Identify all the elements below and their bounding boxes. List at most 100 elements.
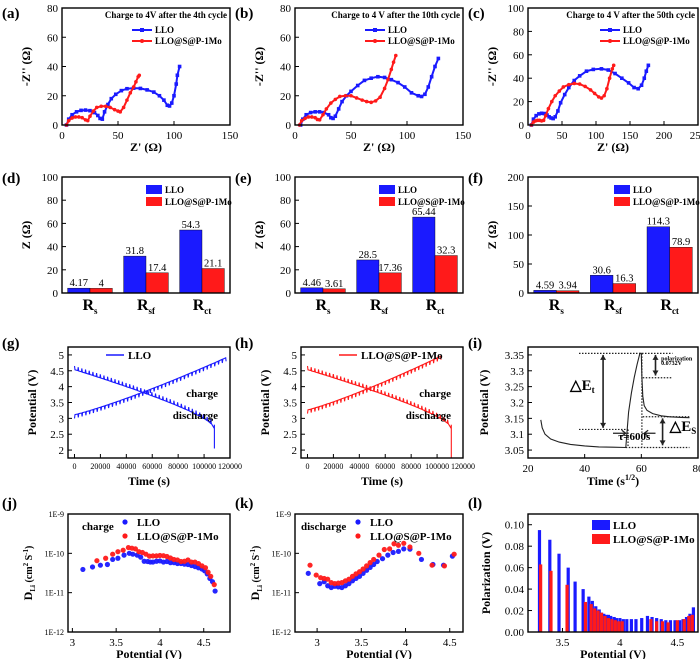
bar-mo [378,272,402,294]
data-point [329,115,333,120]
data-point [169,101,174,105]
data-point-mo [132,546,139,552]
y-axis-label: DLi (cm2 S-1) [248,546,264,601]
panel-d: (d) 0 20 40 60 80 100 Z (Ω) 4.17 4 Rs 31.8 17.4 Rsf 54… [0,165,233,330]
panel-label: (l) [468,496,482,512]
y-tick-label: 80 [280,195,292,207]
data-point [416,93,420,98]
bar-llo [587,596,591,632]
y-axis-label: Z (Ω) [485,221,499,250]
category-main: R [137,297,149,314]
data-point-mo [381,546,387,553]
y-tick-label: 2 [59,445,65,457]
bar-value-label: 28.5 [359,250,377,261]
data-point-mo [367,560,373,566]
y-tick-label: 20 [513,97,525,109]
category-main: R [549,297,561,314]
legend-label: LLO [633,185,652,195]
bar-llo [645,615,650,632]
y-tick-label: 0.02 [505,606,524,618]
data-point [119,88,124,93]
data-point [70,112,74,117]
data-point-mo [451,551,457,557]
data-point [636,86,640,91]
data-point-llo [418,556,425,563]
data-point [333,114,338,119]
data-point-llo [379,556,386,562]
data-point-llo [385,552,391,558]
plot-area: 2 2.5 3 3.5 4 4.5 5 0 20000 40000 60000 80000 100000… [258,350,475,488]
x-tick-label: 80000 [168,462,188,471]
x-tick-label: 4 [403,637,409,649]
category-sub: s [327,306,331,316]
x-tick-label: 50 [113,130,125,142]
data-point [429,74,434,79]
panel-g: (g) 2 2.5 3 3.5 4 4.5 5 0 20000 40000 60000 80000 100… [0,330,242,490]
y-tick-label: 1E-9 [275,510,291,519]
data-point [109,96,114,101]
panel-a: (a) 0 20 40 60 80 0 50 100 150 Z' (Ω) -Z'' (Ω) Charg… [0,0,239,160]
category-sub: ct [204,306,211,316]
data-point [343,93,348,98]
y-tick-label: 50 [513,259,525,271]
gitt-curve [540,352,690,449]
legend-label: LLO [623,25,642,35]
bar-llo [678,620,682,632]
category-label: Rct [660,297,679,316]
bar-mo [666,622,670,632]
x-tick-label: 40000 [116,462,136,471]
plot-area: 0 20 40 60 80 100 0 50 100 150 200 250 Z' (Ω) -Z'' (Ω… [485,3,700,154]
category-label: Rsf [137,297,156,316]
y-tick-label: 4.5 [50,366,64,378]
y-tick-label: 4.5 [283,366,297,378]
bar-mo [603,615,607,632]
data-point [100,117,105,121]
chart-k: (k) 1E-12 1E-11 1E-10 1E-9 3 3.5 4 4.5 Potential … [235,496,464,659]
panel-k: (k) 1E-12 1E-11 1E-10 1E-9 3 3.5 4 4.5 Potential … [233,490,466,659]
arrow-head [600,422,607,428]
data-point [349,89,353,94]
data-point [583,84,587,89]
x-tick-label: 80000 [401,462,421,471]
legend-swatch [614,185,630,194]
y-tick-label: 5 [292,350,298,362]
data-point-mo [346,576,352,582]
superscript: 2 [249,562,257,566]
category-label: Rct [193,297,212,316]
data-point [542,111,547,116]
y-tick-label: 0 [53,120,59,132]
data-point-mo [360,566,366,572]
y-axis-label: Potential (V) [477,370,491,436]
data-point [606,68,611,72]
series-line-mo [298,55,397,126]
bar-llo [646,226,670,294]
x-tick-label: 120000 [451,462,475,471]
annotation-delta-es: △ES [669,419,697,436]
y-tick-label: 40 [513,73,525,85]
plot-area: 3.05 3.1 3.15 3.2 3.25 3.3 3.35 20 40 60 80 Time (s… [477,350,700,488]
annotation-charge: charge [419,388,451,400]
bar-llo [590,275,614,294]
x-tick-label: 0 [72,462,76,471]
data-point [91,109,96,113]
y-tick-label: 80 [513,26,525,38]
data-point [306,115,311,119]
bar-mo [593,608,597,632]
annotation-charge: charge [186,388,218,400]
panel-label: (h) [235,336,253,352]
data-point [599,67,604,71]
category-sub: s [94,306,98,316]
bar-value-label: 3.61 [325,279,343,290]
superscript: 2 [22,562,30,566]
legend-marker [373,28,377,32]
data-point [326,112,331,117]
legend-label: LLO [155,25,174,35]
data-point [362,78,367,83]
data-point [303,116,307,121]
arrow-head [652,370,659,376]
data-point [386,77,390,82]
x-axis-label: Time (s) [128,474,170,488]
tau-arrow-right [643,429,656,437]
data-point [567,85,571,90]
